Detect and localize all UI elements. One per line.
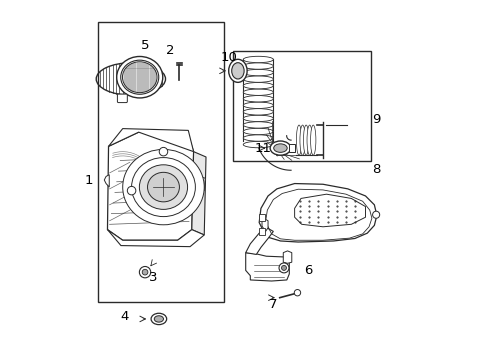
FancyBboxPatch shape <box>118 94 127 103</box>
Ellipse shape <box>117 57 163 98</box>
Text: 7: 7 <box>269 298 278 311</box>
Ellipse shape <box>243 82 273 89</box>
Polygon shape <box>192 175 205 191</box>
Ellipse shape <box>296 125 302 155</box>
Ellipse shape <box>274 144 287 152</box>
Bar <box>259 214 265 221</box>
Ellipse shape <box>151 313 167 325</box>
Polygon shape <box>192 152 206 235</box>
Text: 4: 4 <box>121 310 129 323</box>
Circle shape <box>282 265 287 270</box>
Circle shape <box>294 289 301 296</box>
Text: 5: 5 <box>141 39 149 52</box>
Text: 3: 3 <box>148 271 157 284</box>
Circle shape <box>372 211 380 218</box>
Ellipse shape <box>232 63 244 79</box>
Ellipse shape <box>243 95 273 102</box>
Ellipse shape <box>303 125 309 155</box>
Text: 6: 6 <box>305 264 313 277</box>
Circle shape <box>142 269 148 275</box>
Text: 11: 11 <box>254 141 271 154</box>
Text: 1: 1 <box>84 174 93 186</box>
Ellipse shape <box>229 59 247 82</box>
Polygon shape <box>109 129 194 152</box>
Bar <box>98 22 224 302</box>
Circle shape <box>127 186 136 195</box>
Ellipse shape <box>147 172 179 202</box>
Polygon shape <box>245 228 273 255</box>
Text: 10: 10 <box>220 51 238 64</box>
Ellipse shape <box>300 125 305 155</box>
Ellipse shape <box>243 109 273 115</box>
Polygon shape <box>259 184 377 242</box>
Ellipse shape <box>243 89 273 95</box>
Ellipse shape <box>307 125 312 155</box>
Ellipse shape <box>139 165 188 210</box>
Ellipse shape <box>243 122 273 128</box>
Circle shape <box>159 147 168 156</box>
Ellipse shape <box>122 149 204 225</box>
Ellipse shape <box>243 69 273 76</box>
Polygon shape <box>262 219 268 231</box>
Ellipse shape <box>154 316 164 322</box>
Ellipse shape <box>243 76 273 82</box>
Text: 2: 2 <box>166 44 175 57</box>
Ellipse shape <box>243 135 273 141</box>
Polygon shape <box>245 253 289 281</box>
Ellipse shape <box>243 115 273 122</box>
Text: 8: 8 <box>372 163 380 176</box>
Polygon shape <box>107 132 194 240</box>
Ellipse shape <box>311 125 316 155</box>
Bar <box>289 144 295 152</box>
Ellipse shape <box>243 102 273 108</box>
Bar <box>233 51 371 161</box>
Polygon shape <box>104 175 109 187</box>
Ellipse shape <box>270 141 291 155</box>
Ellipse shape <box>243 128 273 135</box>
Ellipse shape <box>243 56 273 63</box>
Bar <box>259 228 265 235</box>
Polygon shape <box>283 251 292 263</box>
Ellipse shape <box>132 158 196 217</box>
Circle shape <box>279 263 289 273</box>
Circle shape <box>139 266 151 278</box>
Polygon shape <box>107 230 204 247</box>
Ellipse shape <box>243 141 273 148</box>
Ellipse shape <box>243 63 273 69</box>
Text: 9: 9 <box>372 113 380 126</box>
